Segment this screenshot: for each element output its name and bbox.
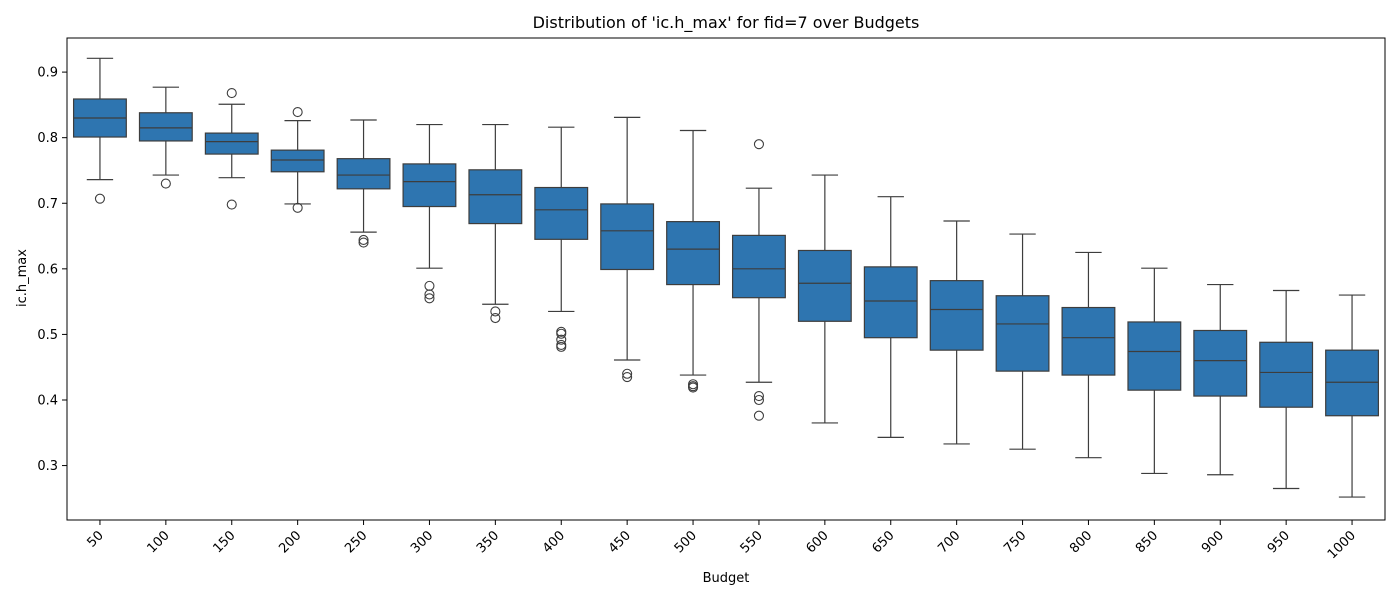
box — [666, 221, 721, 286]
outlier-point — [753, 394, 765, 406]
x-tick-label: 450 — [606, 528, 634, 556]
box — [731, 234, 786, 299]
plot-area: 0.3 0.4 0.5 0.6 0.7 0.8 0.9 50 100 150 200 250 300 35… — [37, 57, 1380, 562]
y-tick-label: 0.9 — [37, 66, 58, 81]
x-tick-label: 700 — [935, 528, 963, 556]
x-tick-label: 350 — [474, 528, 502, 556]
outlier-point — [622, 371, 633, 383]
x-tick-label: 600 — [804, 528, 832, 556]
y-tick-label: 0.4 — [37, 393, 58, 408]
box — [402, 163, 457, 208]
y-tick-label: 0.6 — [37, 262, 58, 277]
box — [995, 295, 1050, 372]
outlier-point — [160, 178, 171, 189]
box — [600, 203, 655, 271]
box — [1127, 321, 1182, 391]
x-tick-label: 900 — [1199, 528, 1227, 556]
box — [1061, 306, 1116, 376]
outlier-point — [424, 280, 435, 291]
x-tick-label: 550 — [738, 528, 766, 556]
x-tick-label: 950 — [1265, 528, 1293, 556]
box — [336, 158, 391, 190]
outlier-point — [226, 88, 237, 99]
box — [1193, 329, 1248, 397]
x-tick-label: 200 — [276, 528, 304, 556]
x-tick-label: 650 — [869, 528, 897, 556]
outlier-point — [556, 341, 567, 352]
x-tick-label: 1000 — [1325, 528, 1359, 562]
box — [1259, 341, 1314, 408]
outlier-point — [292, 202, 303, 213]
outlier-point — [292, 107, 303, 118]
x-tick-label: 400 — [540, 528, 568, 556]
outlier-point — [556, 339, 567, 350]
outlier-point — [490, 306, 501, 317]
outlier-point — [490, 312, 501, 324]
box — [534, 186, 589, 240]
chart-title: Distribution of 'ic.h_max' for fid=7 ove… — [533, 13, 920, 33]
y-tick-label: 0.5 — [37, 328, 58, 343]
outlier-point — [358, 237, 369, 248]
y-tick-label: 0.3 — [37, 459, 58, 474]
outlier-point — [226, 199, 237, 210]
x-tick-label: 100 — [145, 528, 173, 556]
y-tick-label: 0.8 — [37, 131, 58, 146]
box — [138, 112, 193, 142]
outlier-point — [358, 234, 369, 246]
x-tick-label: 750 — [1001, 528, 1029, 556]
box — [270, 149, 325, 173]
x-tick-label: 500 — [672, 528, 700, 556]
outlier-point — [622, 368, 633, 379]
x-tick-label: 250 — [342, 528, 370, 556]
plot-frame — [66, 37, 1386, 521]
outlier-point — [753, 410, 765, 421]
outlier-point — [424, 293, 435, 304]
x-tick-label: 800 — [1067, 528, 1095, 556]
outlier-point — [556, 334, 567, 345]
outlier-point — [94, 193, 105, 204]
outlier-point — [753, 391, 765, 402]
x-axis-label: Budget — [703, 571, 750, 586]
y-axis-label: ic.h_max — [15, 249, 30, 307]
box — [797, 249, 852, 322]
y-tick-label: 0.7 — [37, 197, 58, 212]
box — [863, 266, 918, 339]
box — [204, 132, 259, 155]
outlier-point — [687, 382, 699, 393]
outlier-point — [753, 139, 765, 150]
outlier-point — [556, 328, 567, 339]
box — [468, 169, 523, 225]
x-tick-label: 300 — [408, 528, 436, 556]
box — [929, 280, 984, 351]
x-tick-label: 850 — [1133, 528, 1161, 556]
x-tick-label: 50 — [84, 528, 106, 550]
x-tick-label: 150 — [210, 528, 238, 556]
outlier-point — [424, 289, 435, 300]
box — [1325, 349, 1380, 417]
